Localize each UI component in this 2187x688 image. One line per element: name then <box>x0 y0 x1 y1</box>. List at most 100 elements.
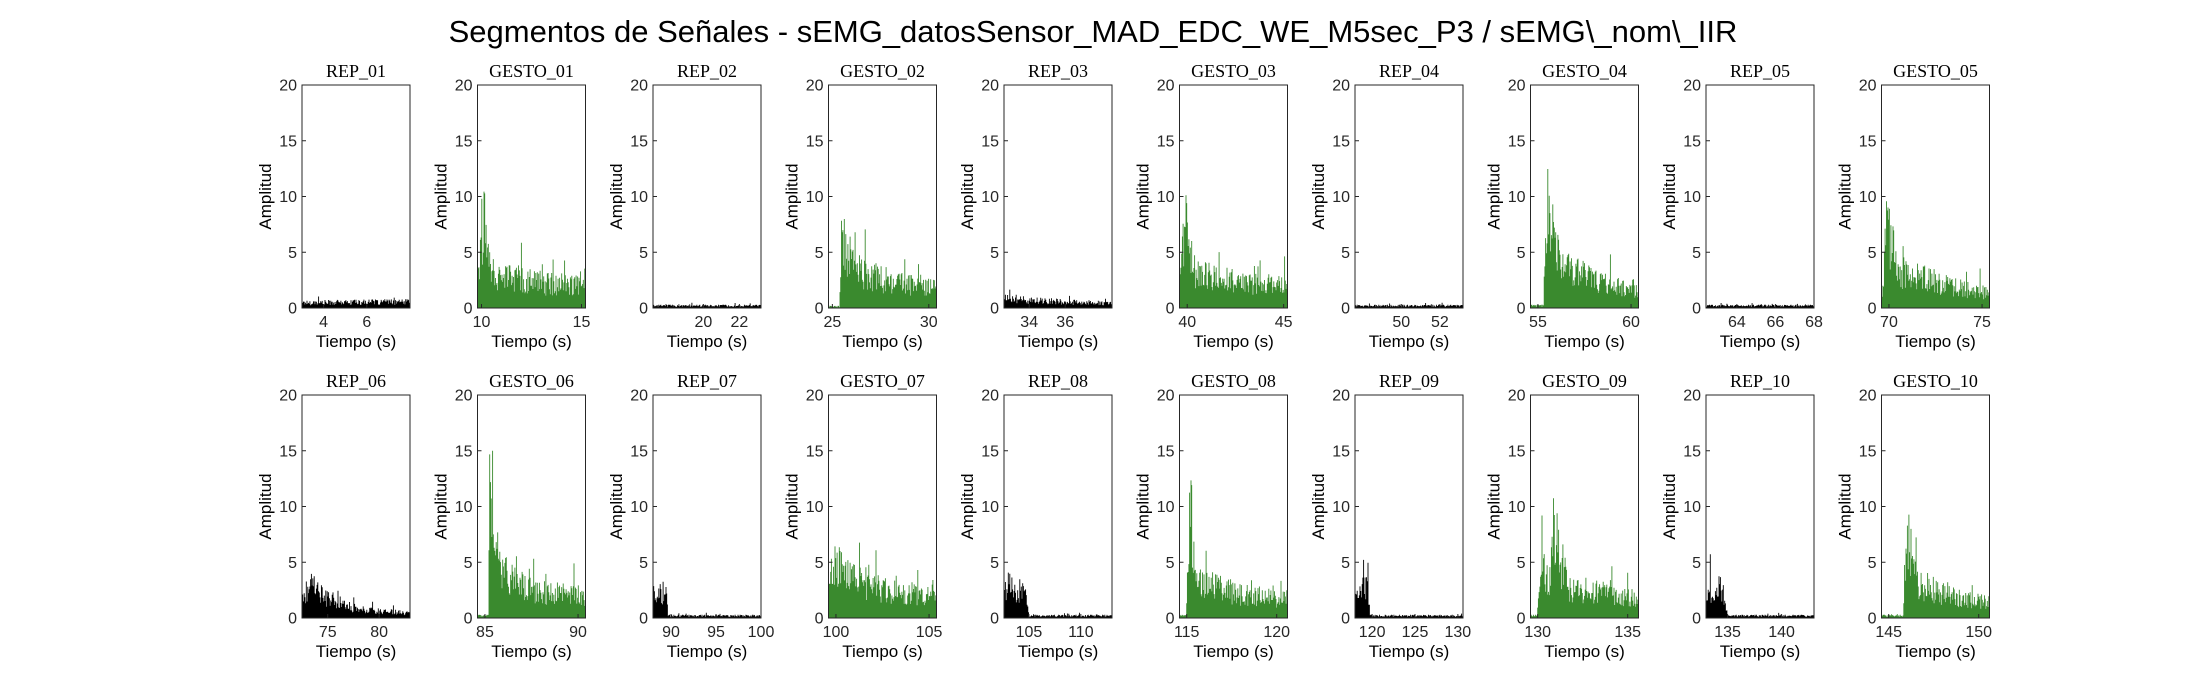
y-tick-label: 5 <box>1166 245 1175 262</box>
subplot-gesto-07: 0 5 10 15 20 100 105 GESTO_07 Tiempo (s) Amplitud <box>783 371 943 661</box>
subplot-rep-10: 0 5 10 15 20 135 140 REP_10 Tiempo (s) Amplitud <box>1660 371 1815 661</box>
y-tick-label: 20 <box>455 78 473 95</box>
y-axis-label: Amplitud <box>1836 163 1855 229</box>
y-axis-label: Amplitud <box>783 163 802 229</box>
y-tick-label: 5 <box>1868 555 1877 572</box>
x-axis-label: Tiempo (s) <box>1720 642 1801 661</box>
axes-box <box>1705 394 1815 619</box>
y-axis-label: Amplitud <box>958 473 977 539</box>
y-tick-label: 0 <box>464 301 473 318</box>
x-tick-label: 50 <box>1392 314 1410 331</box>
y-tick-label: 10 <box>1332 189 1350 206</box>
y-tick-label: 0 <box>639 301 648 318</box>
y-tick-label: 20 <box>1157 388 1175 405</box>
signal-trace <box>652 302 762 308</box>
y-tick-label: 5 <box>288 555 297 572</box>
x-axis-label: Tiempo (s) <box>667 642 748 661</box>
x-tick-label: 145 <box>1875 624 1902 641</box>
y-tick-label: 5 <box>815 245 824 262</box>
x-tick-label: 10 <box>473 314 491 331</box>
subplot-title: REP_10 <box>1730 371 1790 391</box>
signal-trace <box>1881 514 1990 618</box>
y-tick-label: 20 <box>806 78 824 95</box>
x-tick-label: 34 <box>1020 314 1038 331</box>
x-tick-label: 20 <box>695 314 713 331</box>
y-tick-label: 5 <box>990 555 999 572</box>
y-tick-label: 20 <box>279 78 297 95</box>
y-axis-label: Amplitud <box>1485 473 1504 539</box>
x-tick-label: 120 <box>1263 624 1290 641</box>
y-tick-label: 0 <box>1166 301 1175 318</box>
axes-box <box>1705 84 1815 309</box>
y-tick-label: 10 <box>1683 189 1701 206</box>
x-tick-label: 90 <box>569 624 587 641</box>
y-tick-label: 15 <box>1508 133 1526 150</box>
y-tick-label: 20 <box>279 388 297 405</box>
y-axis-label: Amplitud <box>607 473 626 539</box>
x-tick-label: 64 <box>1728 314 1746 331</box>
y-tick-label: 0 <box>990 611 999 628</box>
y-tick-label: 5 <box>639 555 648 572</box>
y-tick-label: 0 <box>815 611 824 628</box>
y-tick-label: 10 <box>1859 499 1877 516</box>
y-tick-label: 15 <box>981 133 999 150</box>
x-tick-label: 135 <box>1614 624 1641 641</box>
y-tick-label: 0 <box>288 611 297 628</box>
x-tick-label: 36 <box>1056 314 1074 331</box>
y-tick-label: 10 <box>1508 189 1526 206</box>
y-tick-label: 15 <box>279 133 297 150</box>
y-tick-label: 20 <box>1508 388 1526 405</box>
x-tick-label: 135 <box>1714 624 1741 641</box>
y-tick-label: 15 <box>806 443 824 460</box>
y-axis-label: Amplitud <box>1660 473 1679 539</box>
x-tick-label: 90 <box>662 624 680 641</box>
y-tick-label: 15 <box>1332 443 1350 460</box>
x-tick-label: 40 <box>1178 314 1196 331</box>
x-tick-label: 52 <box>1431 314 1449 331</box>
x-tick-label: 130 <box>1445 624 1472 641</box>
y-tick-label: 15 <box>1859 133 1877 150</box>
y-tick-label: 20 <box>455 388 473 405</box>
y-tick-label: 5 <box>1341 245 1350 262</box>
x-tick-label: 6 <box>362 314 371 331</box>
figure-title: Segmentos de Señales - sEMG_datosSensor_… <box>449 14 1738 49</box>
y-axis-label: Amplitud <box>1309 163 1328 229</box>
signal-trace <box>1179 480 1288 618</box>
x-tick-label: 25 <box>823 314 841 331</box>
y-tick-label: 0 <box>639 611 648 628</box>
y-axis-label: Amplitud <box>958 163 977 229</box>
x-axis-label: Tiempo (s) <box>1018 642 1099 661</box>
y-tick-label: 10 <box>455 189 473 206</box>
y-tick-label: 15 <box>279 443 297 460</box>
y-tick-label: 5 <box>1166 555 1175 572</box>
y-axis-label: Amplitud <box>1134 163 1153 229</box>
y-tick-label: 20 <box>630 388 648 405</box>
axes-box <box>301 84 411 309</box>
subplot-title: GESTO_10 <box>1893 371 1978 391</box>
y-axis-label: Amplitud <box>1836 473 1855 539</box>
signal-trace <box>1354 559 1464 618</box>
y-tick-label: 5 <box>1692 555 1701 572</box>
y-tick-label: 20 <box>630 78 648 95</box>
subplot-rep-06: 0 5 10 15 20 75 80 REP_06 Tiempo (s) Amplitud <box>256 371 411 661</box>
subplot-grid: 0 5 10 15 20 4 6 REP_01 Tiempo (s) Amplitud 0 5 10 15… <box>256 61 1992 661</box>
x-axis-label: Tiempo (s) <box>316 332 397 351</box>
y-tick-label: 20 <box>1508 78 1526 95</box>
y-tick-label: 15 <box>1859 443 1877 460</box>
signal-trace <box>1179 195 1288 308</box>
y-tick-label: 20 <box>1332 78 1350 95</box>
x-tick-label: 70 <box>1880 314 1898 331</box>
y-tick-label: 20 <box>1683 388 1701 405</box>
subplot-gesto-10: 0 5 10 15 20 145 150 GESTO_10 Tiempo (s) Amplitud <box>1836 371 1993 661</box>
signal-trace <box>1705 303 1815 308</box>
y-axis-label: Amplitud <box>783 473 802 539</box>
y-tick-label: 10 <box>1859 189 1877 206</box>
y-tick-label: 10 <box>1332 499 1350 516</box>
subplot-gesto-03: 0 5 10 15 20 40 45 GESTO_03 Tiempo (s) Amplitud <box>1134 61 1293 351</box>
y-tick-label: 5 <box>815 555 824 572</box>
x-tick-label: 105 <box>916 624 943 641</box>
axes-box <box>652 394 762 619</box>
x-axis-label: Tiempo (s) <box>1369 332 1450 351</box>
y-tick-label: 0 <box>1692 611 1701 628</box>
